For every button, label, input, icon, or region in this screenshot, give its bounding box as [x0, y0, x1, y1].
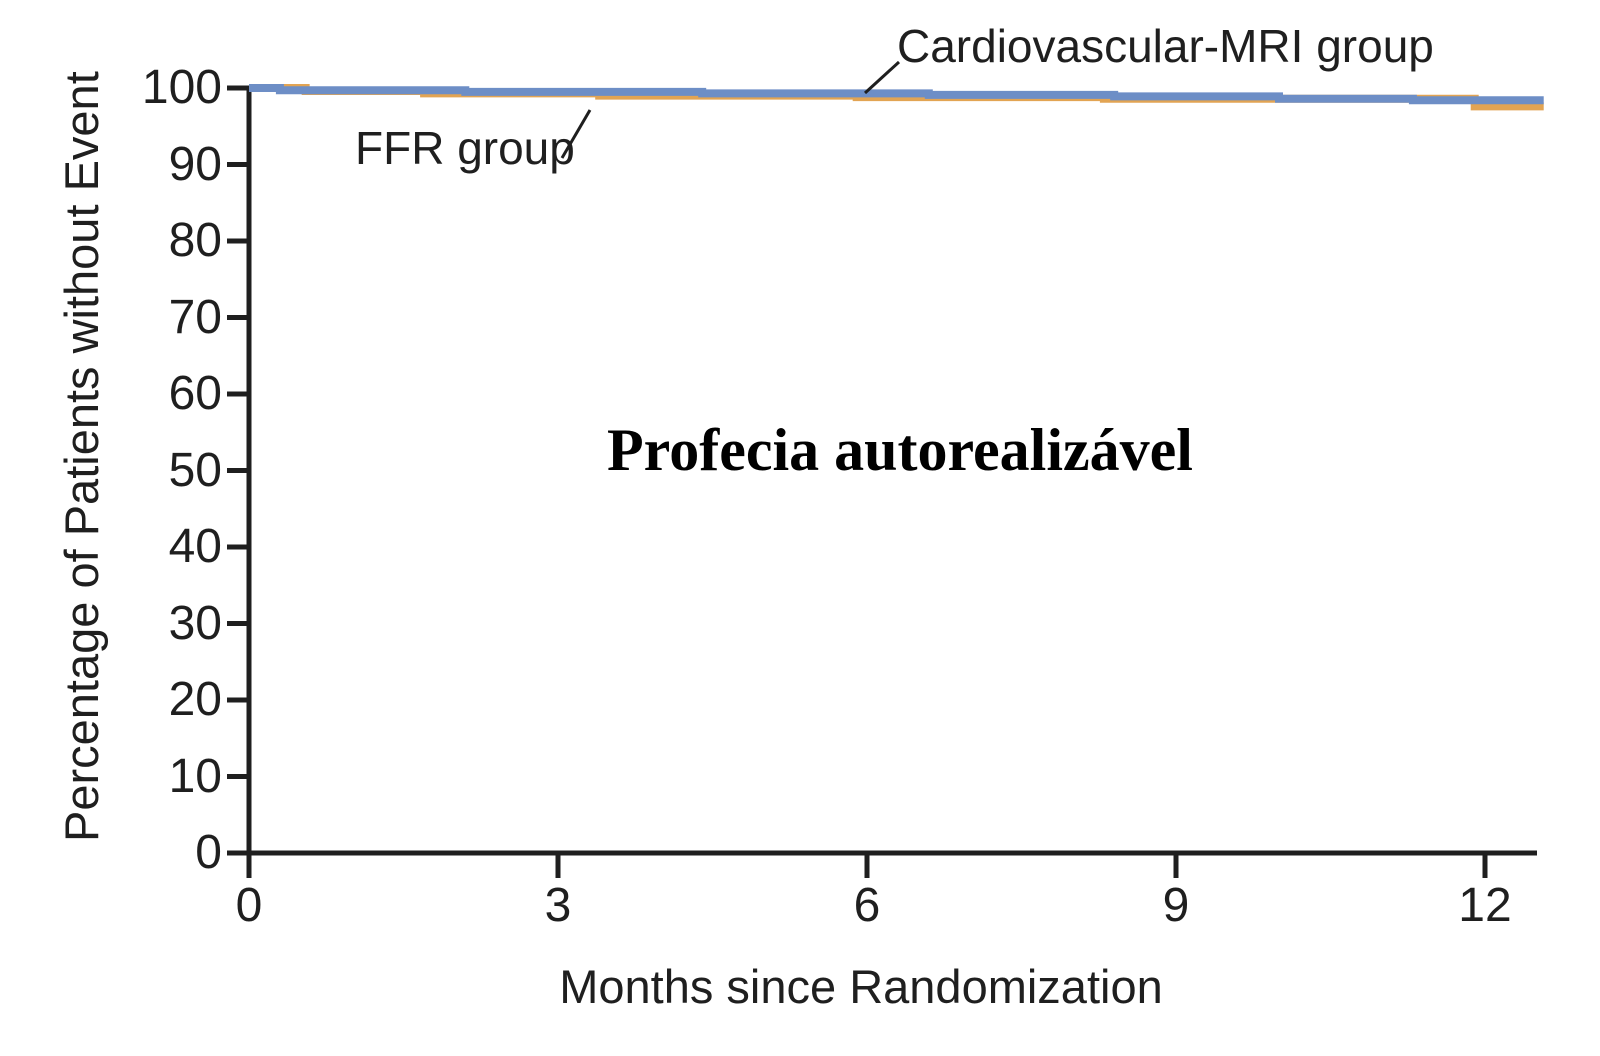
y-tick-label-40: 40	[168, 520, 222, 573]
x-tick-label-12: 12	[1458, 879, 1512, 932]
y-tick-label-100: 100	[141, 61, 222, 114]
center-annotation: Profecia autorealizável	[607, 417, 1193, 483]
ffr-callout-leader-line	[560, 109, 592, 159]
y-tick-label-70: 70	[168, 290, 222, 344]
y-tick-label-50: 50	[168, 443, 222, 497]
y-tick-label-10: 10	[168, 749, 222, 803]
series-line-cardiovascular-mri-group	[249, 84, 1544, 105]
y-tick-label-60: 60	[168, 367, 222, 420]
y-tick-label-80: 80	[168, 214, 222, 267]
x-axis-title: Months since Randomization	[559, 960, 1163, 1013]
series-label-cardiovascular-mri-group: Cardiovascular-MRI group	[897, 20, 1434, 72]
cmr-callout-leader-line	[863, 60, 901, 95]
x-tick-label-6: 6	[853, 879, 881, 932]
y-tick-label-90: 90	[168, 137, 222, 191]
y-tick-label-0: 0	[195, 826, 222, 879]
y-tick-label-30: 30	[168, 596, 222, 650]
x-tick-label-3: 3	[544, 879, 572, 932]
series-label-ffr-group: FFR group	[355, 122, 575, 174]
x-tick-label-9: 9	[1162, 879, 1190, 932]
x-tick-label-0: 0	[235, 879, 263, 932]
y-tick-label-20: 20	[168, 673, 222, 726]
